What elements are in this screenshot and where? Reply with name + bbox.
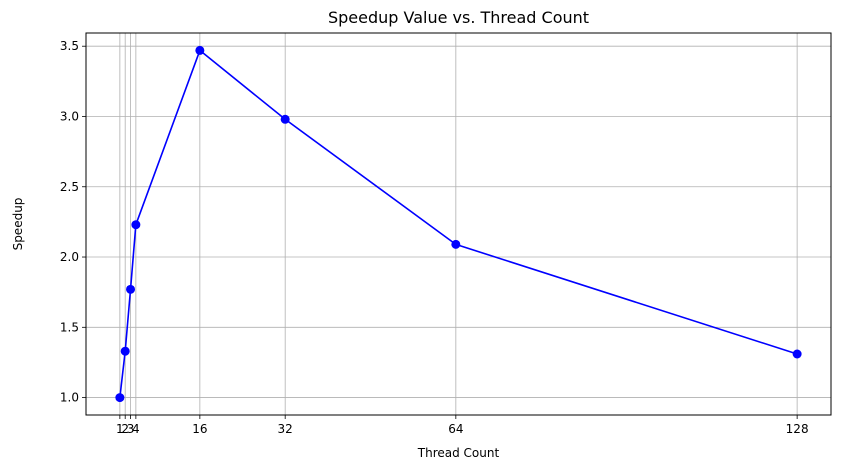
x-tick-label: 1	[116, 422, 124, 436]
x-tick-label: 64	[448, 422, 463, 436]
y-tick-label: 3.5	[60, 39, 79, 53]
x-axis-label: Thread Count	[417, 446, 500, 460]
data-point	[131, 220, 141, 230]
y-tick-label: 2.5	[60, 180, 79, 194]
chart-title: Speedup Value vs. Thread Count	[328, 8, 589, 27]
x-tick-label: 2	[121, 422, 129, 436]
data-point	[120, 346, 130, 356]
x-tick-label: 32	[278, 422, 293, 436]
x-tick-label: 128	[786, 422, 809, 436]
x-tick-label: 3	[127, 422, 135, 436]
series-layer	[115, 45, 802, 403]
x-tick-label: 16	[192, 422, 207, 436]
plot-frame	[85, 32, 832, 416]
y-tick-label: 1.0	[60, 391, 79, 405]
data-point	[451, 239, 461, 249]
grid-layer	[86, 33, 831, 415]
y-axis-label: Speedup	[11, 198, 25, 251]
y-tick-label: 3.0	[60, 109, 79, 123]
x-tick-label: 4	[132, 422, 140, 436]
speedup-line	[119, 49, 798, 398]
data-point	[126, 284, 136, 294]
data-point	[280, 114, 290, 124]
data-point	[115, 393, 125, 403]
y-tick-label: 1.5	[60, 320, 79, 334]
y-tick-label: 2.0	[60, 250, 79, 264]
data-point	[792, 349, 802, 359]
plot-area-background	[86, 33, 831, 415]
data-point	[195, 45, 205, 55]
